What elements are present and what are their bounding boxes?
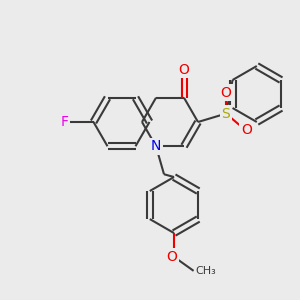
Text: O: O [178, 63, 189, 77]
Text: N: N [151, 139, 161, 153]
Text: O: O [167, 250, 177, 264]
Text: S: S [222, 106, 230, 121]
Text: O: O [220, 85, 231, 100]
Text: CH₃: CH₃ [196, 266, 216, 276]
Text: F: F [60, 115, 68, 129]
Text: O: O [241, 123, 252, 137]
